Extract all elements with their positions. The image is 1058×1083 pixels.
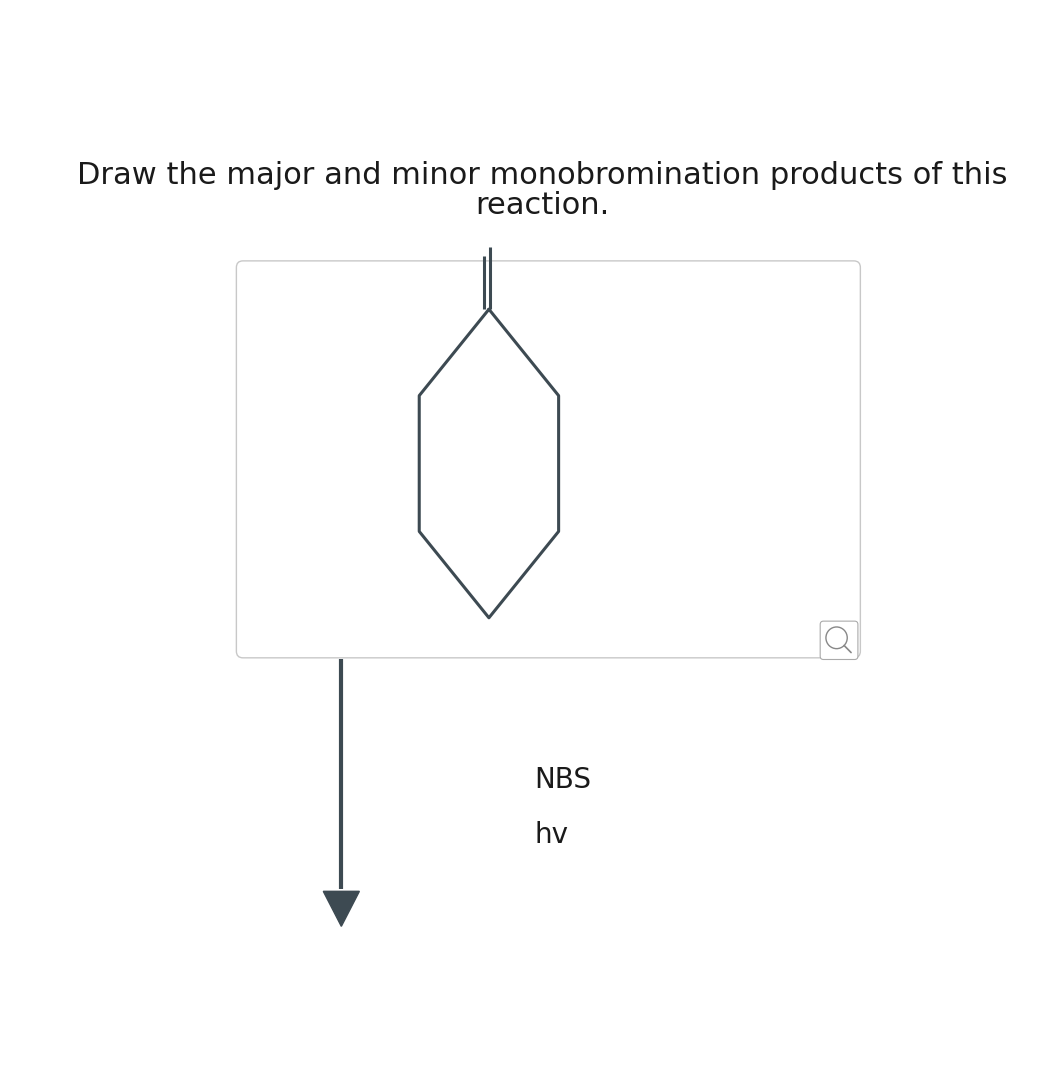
Text: NBS: NBS: [534, 767, 591, 795]
Text: Draw the major and minor monobromination products of this: Draw the major and minor monobromination…: [77, 161, 1007, 191]
Polygon shape: [324, 891, 360, 926]
FancyBboxPatch shape: [820, 622, 858, 660]
FancyBboxPatch shape: [236, 261, 860, 657]
Text: reaction.: reaction.: [475, 191, 609, 220]
Text: hv: hv: [534, 821, 568, 849]
